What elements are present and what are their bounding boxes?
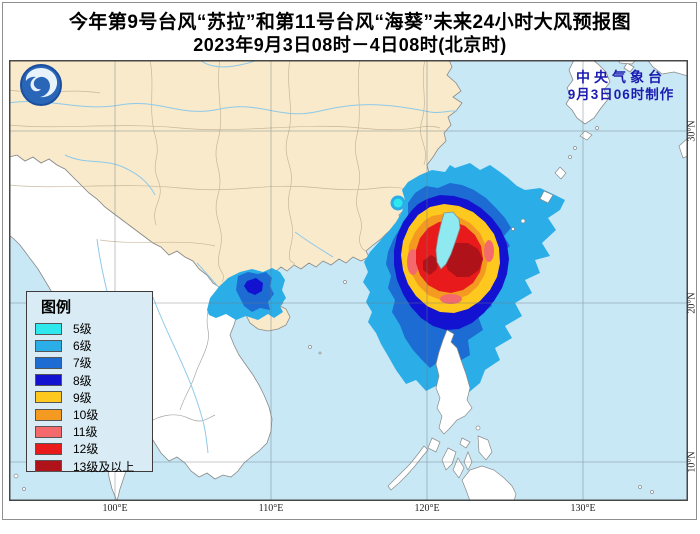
islet — [13, 473, 19, 479]
visayas-island — [452, 457, 465, 479]
legend-swatch — [35, 460, 62, 473]
islet — [511, 227, 515, 231]
wind-5-spot — [393, 198, 403, 208]
philippines-islands — [387, 329, 517, 501]
legend-row: 9级 — [35, 389, 152, 406]
samar-island — [477, 435, 493, 461]
legend-label: 7级 — [73, 356, 92, 371]
islet — [568, 155, 572, 159]
legend-swatch — [35, 322, 62, 335]
islet — [678, 137, 688, 159]
agency-name: 中央气象台 — [576, 69, 666, 85]
islet — [573, 146, 577, 150]
amami-island — [554, 166, 567, 180]
legend-label: 6级 — [73, 339, 92, 354]
honshu-corner — [647, 60, 688, 77]
wind-11-area — [407, 240, 494, 304]
legend-swatch — [35, 442, 62, 455]
wind-8-area — [244, 278, 263, 295]
legend-row: 10级 — [35, 406, 152, 423]
mindanao-island — [461, 465, 517, 501]
legend-row: 5级 — [35, 320, 152, 337]
lon-label: 130°E — [570, 503, 596, 514]
legend-label: 11级 — [73, 425, 98, 440]
legend-row: 11级 — [35, 423, 152, 440]
legend-label: 13级及以上 — [73, 459, 135, 474]
islet — [595, 126, 599, 130]
lon-label: 110°E — [258, 503, 284, 514]
islet — [22, 487, 26, 491]
page-title: 今年第9号台风“苏拉”和第11号台风“海葵”未来24小时大风预报图 — [68, 12, 632, 33]
legend-swatch — [35, 425, 62, 438]
kyushu-island — [565, 60, 611, 125]
mindoro-island — [427, 437, 441, 453]
visayas-island — [463, 451, 473, 471]
legend-swatch — [35, 356, 62, 369]
legend-title: 图例 — [41, 299, 72, 316]
legend-label: 8级 — [73, 373, 92, 388]
lat-label: 30°N — [686, 120, 698, 142]
masbate-island — [459, 437, 471, 449]
legend-row: 6级 — [35, 337, 152, 354]
legend-label: 10级 — [73, 408, 99, 423]
visayas-island — [441, 447, 457, 471]
legend-swatch — [35, 391, 62, 404]
palawan-island — [387, 445, 429, 491]
paracel-islet — [308, 345, 312, 349]
luzon-island — [435, 329, 473, 435]
wind-field-saola — [207, 268, 286, 320]
lat-label: 10°N — [686, 451, 698, 473]
lon-label: 100°E — [102, 503, 128, 514]
page-subtitle: 2023年9月3日08时－4日08时(北京时) — [193, 35, 507, 55]
issue-time: 9月3日06时制作 — [567, 87, 675, 102]
legend-label: 9级 — [73, 390, 92, 405]
lat-label: 20°N — [686, 292, 698, 314]
lon-label: 120°E — [414, 503, 440, 514]
ryukyu-islands — [13, 126, 688, 494]
legend-row: 8级 — [35, 372, 152, 389]
islet — [520, 218, 526, 224]
legend-row: 12级 — [35, 440, 152, 457]
islet — [650, 490, 654, 494]
cma-dragon-logo — [20, 64, 62, 106]
map-border — [9, 60, 688, 501]
legend-label: 5级 — [73, 322, 92, 337]
okinawa-island — [539, 190, 554, 204]
legend-label: 12级 — [73, 442, 99, 457]
legend-row: 13级及以上 — [35, 458, 152, 475]
islet — [623, 62, 635, 73]
taiwan-island — [435, 211, 461, 270]
legend-swatch — [35, 339, 62, 352]
paracel-islet — [318, 351, 322, 355]
agency-watermark: 中央气象台 9月3日06时制作 — [548, 68, 694, 104]
wind-field-haikui — [363, 163, 565, 396]
legend-swatch — [35, 374, 62, 387]
legend-panel: 图例 5级 6级 7级 8级 9级 10级 11级 — [26, 291, 153, 475]
islet — [638, 485, 642, 489]
legend-swatch — [35, 408, 62, 421]
legend-row: 7级 — [35, 354, 152, 371]
coastal-islet — [343, 280, 347, 284]
islet — [475, 425, 481, 431]
